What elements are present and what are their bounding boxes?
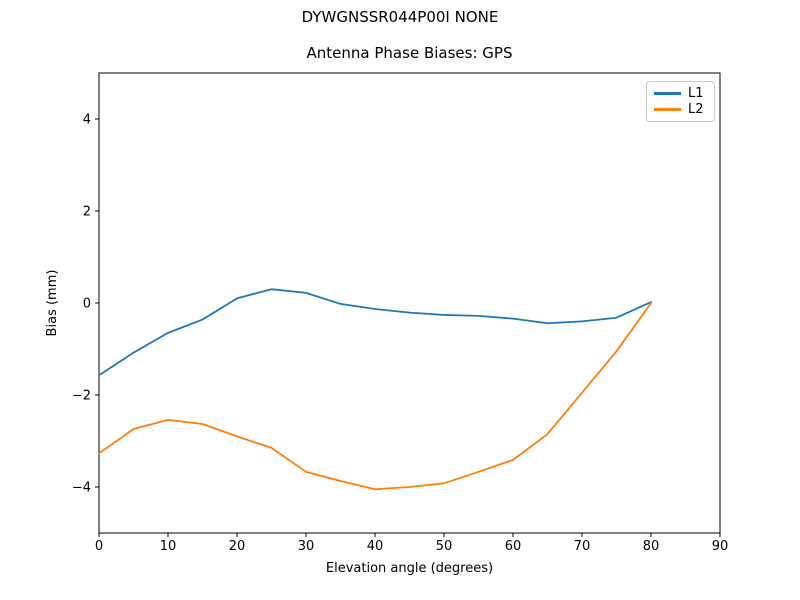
x-axis-tick-label: 20	[229, 539, 246, 554]
y-axis-tick-label: 4	[83, 113, 91, 128]
axes-title: Antenna Phase Biases: GPS	[306, 44, 513, 62]
plot-area: 0 10 20 30 40 50 60 70 80 90 −4 −2 0 2 4	[72, 72, 729, 554]
legend-item-l1: L1	[654, 87, 707, 100]
y-axis-tick-label: −4	[72, 481, 91, 496]
l2-line-swatch	[654, 108, 681, 112]
axes-frame	[98, 72, 721, 534]
x-axis-tick-label: 80	[643, 539, 660, 554]
y-axis-tick-label: 0	[83, 297, 91, 312]
x-axis-tick-label: 70	[574, 539, 591, 554]
legend-label-l2: L2	[688, 102, 704, 118]
x-axis-tick-label: 10	[160, 539, 177, 554]
legend: L1 L2	[646, 81, 715, 122]
y-axis-label: Bias (mm)	[45, 270, 60, 337]
legend-item-l2: L2	[654, 103, 707, 116]
x-axis-tick-label: 50	[436, 539, 453, 554]
y-axis-tick-label: 2	[83, 205, 91, 220]
x-axis-tick-label: 0	[95, 539, 103, 554]
x-axis-tick-label: 30	[298, 539, 315, 554]
x-axis-label: Elevation angle (degrees)	[326, 561, 493, 576]
y-axis-tick-label: −2	[72, 389, 91, 404]
l1-line-swatch	[654, 91, 681, 95]
series-line-l2	[98, 302, 652, 491]
legend-label-l1: L1	[688, 85, 704, 101]
figure-suptitle: DYWGNSSR044P00I NONE	[301, 8, 499, 26]
x-axis-tick-label: 90	[712, 539, 729, 554]
x-axis-tick-label: 40	[367, 539, 384, 554]
series-line-l1	[98, 288, 652, 377]
x-axis-tick-label: 60	[505, 539, 522, 554]
